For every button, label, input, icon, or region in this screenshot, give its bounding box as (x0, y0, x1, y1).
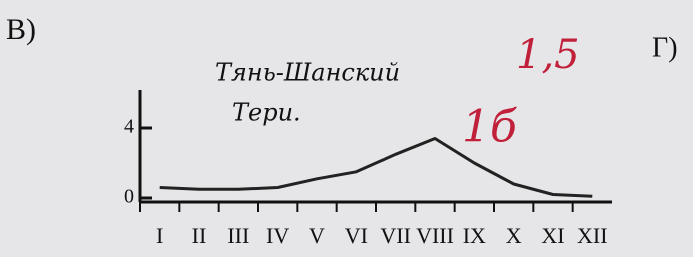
x-tick-label: VII (380, 223, 411, 248)
x-tick-label: IX (463, 223, 486, 248)
x-tick-label: V (309, 223, 325, 248)
next-panel-label: Г) (652, 32, 678, 63)
y-tick-label: 4 (124, 116, 134, 138)
x-tick-label: VI (345, 223, 368, 248)
x-tick-label: III (227, 223, 249, 248)
x-tick-label: IV (266, 223, 289, 248)
x-tick-label: XII (577, 223, 608, 248)
background (0, 0, 693, 257)
y-tick-label: 0 (124, 186, 134, 208)
annotation: 1,5 (516, 32, 580, 78)
annotation: 1б (462, 102, 517, 153)
x-tick-label: II (192, 223, 207, 248)
chart: В) Г) Тянь-Шанский Тери. 1,5 1б 04IIIIII… (0, 0, 693, 257)
x-tick-label: VIII (416, 223, 454, 248)
x-tick-label: X (506, 223, 522, 248)
panel-label: В) (6, 13, 36, 46)
annotation: Тери. (232, 99, 301, 127)
x-tick-label: I (156, 223, 163, 248)
x-tick-label: XI (541, 223, 564, 248)
annotation: Тянь-Шанский (215, 59, 400, 87)
